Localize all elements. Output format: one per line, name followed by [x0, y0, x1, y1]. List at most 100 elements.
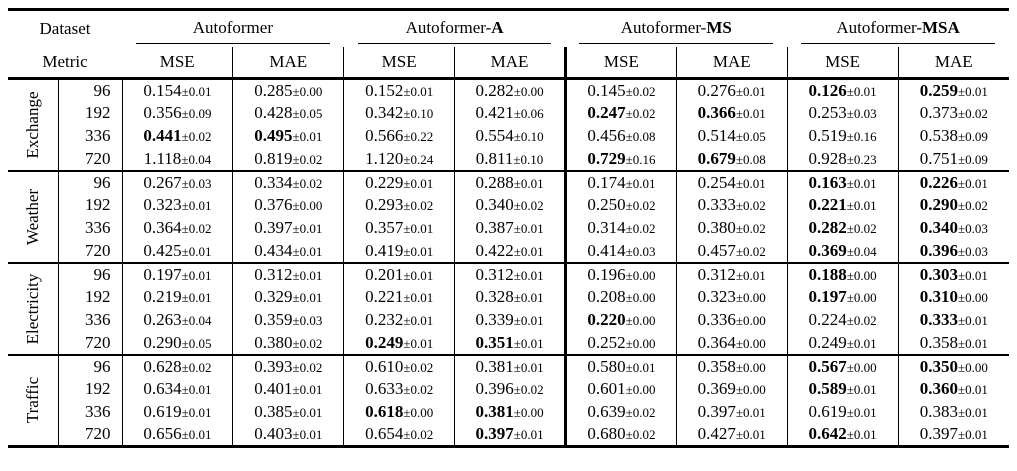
metric-value: 0.601: [587, 379, 626, 398]
horizon-cell: 336: [57, 308, 123, 332]
metric-std: ±0.02: [625, 405, 656, 420]
metric-std: ±0.10: [513, 151, 544, 167]
metric-std: ±0.02: [957, 106, 988, 121]
metric-std: ±0.01: [513, 290, 544, 305]
metric-value-cell: 0.312±0.01: [454, 262, 566, 286]
metric-value: 0.589: [808, 379, 847, 398]
metric-std: ±0.02: [513, 198, 544, 213]
metric-value-cell: 0.679±0.08: [675, 147, 788, 172]
metric-value: 0.224: [808, 310, 847, 329]
metric-value: 0.339: [475, 310, 514, 329]
metric-value: 0.751: [919, 148, 958, 168]
metric-std: ±0.00: [846, 359, 877, 375]
model-header: Autoformer-MSA: [787, 10, 1009, 47]
metric-value: 0.428: [254, 103, 293, 122]
metric-value: 0.293: [365, 195, 404, 214]
table-header: Dataset Autoformer Autoformer-A Autoformer-…: [8, 10, 1009, 80]
metric-value: 0.580: [587, 356, 626, 376]
metric-std: ±0.01: [513, 335, 544, 351]
metric-value-cell: 0.495±0.01: [232, 124, 344, 148]
horizon-cell: 720: [57, 147, 123, 172]
metric-value: 0.397: [697, 402, 736, 421]
metric-value-cell: 0.618±0.00: [343, 400, 455, 424]
metric-std: ±0.00: [735, 335, 766, 351]
metric-value-cell: 0.356±0.09: [121, 101, 233, 125]
metric-value-cell: 0.285±0.00: [232, 78, 344, 102]
metric-value: 0.729: [587, 148, 626, 168]
metric-value-cell: 0.342±0.10: [343, 101, 455, 125]
metric-value: 0.811: [475, 148, 514, 168]
metric-std: ±0.01: [403, 267, 434, 283]
metric-header-mae: MAE: [454, 46, 566, 80]
metric-value: 0.285: [254, 80, 293, 100]
metric-value-cell: 0.312±0.01: [232, 262, 344, 286]
metric-value: 0.928: [808, 148, 847, 168]
metric-std: ±0.01: [181, 267, 212, 283]
metric-value: 0.495: [254, 126, 293, 145]
metric-value-cell: 0.393±0.02: [232, 354, 344, 378]
metric-std: ±0.01: [735, 267, 766, 283]
horizon-cell: 192: [57, 101, 123, 125]
horizon-cell: 720: [57, 331, 123, 356]
metric-value-cell: 0.282±0.02: [786, 216, 899, 240]
metric-value-cell: 0.385±0.01: [232, 400, 344, 424]
metric-value-cell: 0.254±0.01: [675, 170, 788, 194]
table-row: 192 0.356±0.09 0.428±0.05 0.342±0.10 0.421±0…: [8, 101, 1009, 125]
metric-std: ±0.00: [735, 382, 766, 397]
metric-value-cell: 0.350±0.00: [897, 354, 1009, 378]
results-table: Dataset Autoformer Autoformer-A Autoformer-…: [8, 8, 1009, 448]
metric-std: ±0.03: [625, 243, 656, 259]
dataset-name: Exchange: [22, 91, 42, 159]
metric-value-cell: 0.339±0.01: [454, 308, 566, 332]
metric-std: ±0.01: [846, 405, 877, 420]
metric-std: ±0.01: [957, 382, 988, 397]
metric-value: 0.360: [919, 379, 958, 398]
metric-value: 0.197: [808, 287, 847, 306]
metric-value-cell: 0.566±0.22: [343, 124, 455, 148]
metric-value: 0.358: [697, 356, 736, 376]
dataset-label: Electricity: [8, 262, 58, 356]
model-name-prefix: Autoformer-: [405, 17, 492, 37]
metric-std: ±0.01: [513, 221, 544, 236]
metric-std: ±0.02: [625, 427, 656, 443]
metric-std: ±0.00: [735, 290, 766, 305]
metric-value: 0.397: [919, 424, 958, 444]
metric-value: 0.126: [808, 80, 847, 100]
metric-std: ±0.00: [625, 335, 656, 351]
metric-value: 0.425: [143, 240, 182, 260]
metric-std: ±0.03: [292, 313, 323, 328]
metric-std: ±0.00: [957, 290, 988, 305]
metric-value: 0.333: [919, 310, 958, 329]
metric-value-cell: 0.252±0.00: [563, 331, 677, 356]
table-row: Electricity 96 0.197±0.01 0.312±0.01 0.201±0…: [8, 262, 1009, 356]
metric-value-cell: 0.654±0.02: [343, 423, 455, 448]
metric-std: ±0.00: [625, 290, 656, 305]
metric-value: 0.419: [365, 240, 404, 260]
metric-value: 0.350: [919, 356, 958, 376]
metric-value: 0.434: [254, 240, 293, 260]
metric-std: ±0.01: [292, 221, 323, 236]
metric-value: 0.342: [365, 103, 404, 122]
metric-std: ±0.00: [625, 313, 656, 328]
metric-value-cell: 0.232±0.01: [343, 308, 455, 332]
metric-std: ±0.00: [735, 313, 766, 328]
horizon-cell: 720: [57, 239, 123, 264]
metric-std: ±0.01: [292, 267, 323, 283]
metric-std: ±0.01: [846, 198, 877, 213]
metric-value: 0.538: [919, 126, 958, 145]
metric-std: ±0.01: [846, 83, 877, 99]
metric-std: ±0.00: [513, 405, 544, 420]
metric-value-cell: 0.263±0.04: [121, 308, 233, 332]
horizon-cell: 720: [57, 423, 123, 448]
metric-value: 0.174: [587, 172, 626, 192]
metric-std: ±0.00: [403, 405, 434, 420]
metric-value: 0.397: [254, 218, 293, 237]
metric-std: ±0.01: [292, 382, 323, 397]
metric-value: 0.359: [254, 310, 293, 329]
metric-value-cell: 0.196±0.00: [563, 262, 677, 286]
metric-value-cell: 0.358±0.00: [675, 354, 788, 378]
metric-value-cell: 0.456±0.08: [563, 124, 677, 148]
model-name-suffix: MSA: [921, 17, 960, 37]
metric-value-cell: 0.642±0.01: [786, 423, 899, 448]
metric-std: ±0.01: [181, 198, 212, 213]
